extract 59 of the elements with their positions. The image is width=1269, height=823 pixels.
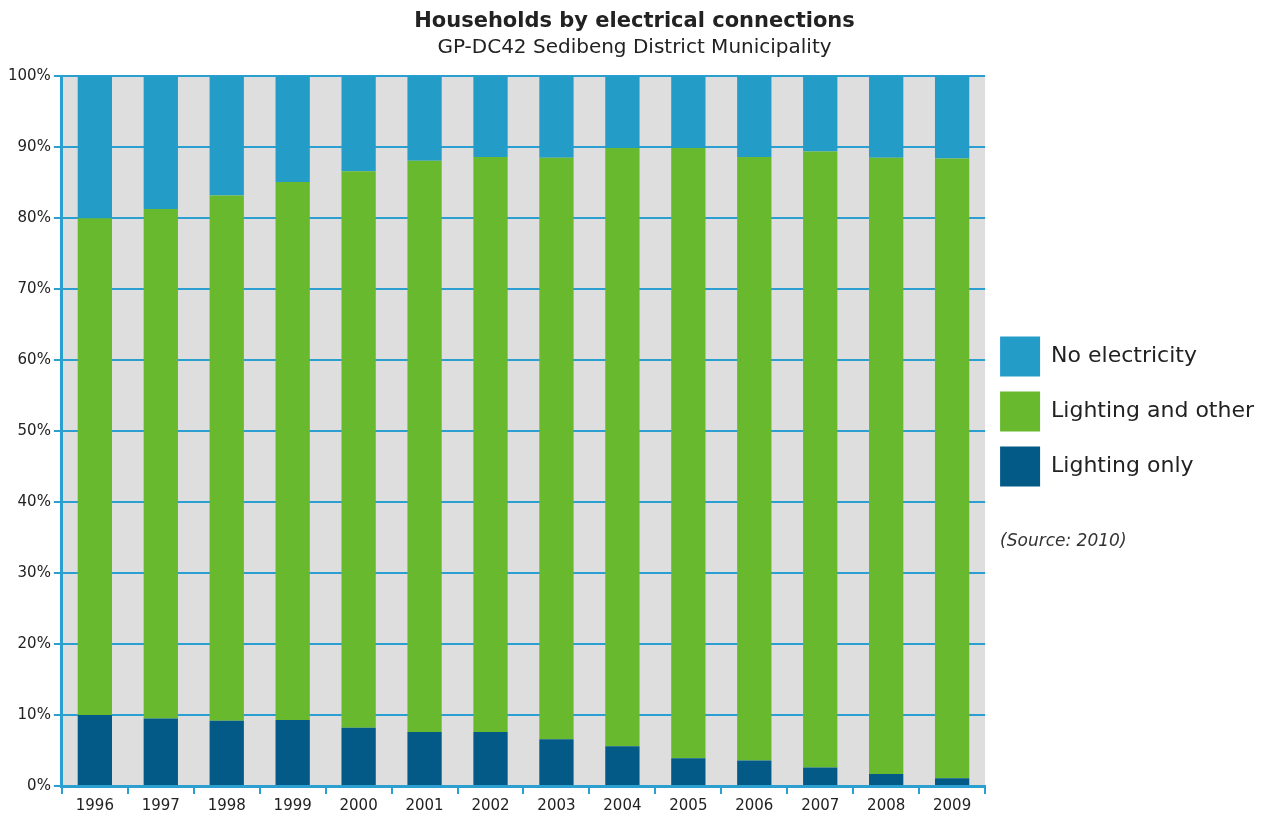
bar [803,767,838,785]
bar [407,160,442,733]
bar [671,147,706,759]
x-tick-label: 1996 [75,795,114,814]
bar [143,208,178,719]
x-tick-label: 1998 [207,795,246,814]
legend-label: No electricity [1051,342,1197,368]
bar [605,746,640,785]
y-tick-label: 0% [27,775,51,794]
legend-label: Lighting and other [1051,397,1255,423]
bar [143,718,178,785]
bar [934,158,970,779]
x-tick-label: 2005 [669,795,708,814]
text: (Source: 2010) [1000,529,1127,550]
chart-title: Households by electrical connections [414,8,855,33]
bar [341,727,376,785]
bar [605,147,640,747]
bar [737,157,772,761]
y-tick-label: 90% [17,137,51,156]
x-tick-label: 2002 [471,795,510,814]
y-tick-label: 10% [17,704,51,723]
bar [275,719,310,785]
y-tick-label: 30% [17,562,51,581]
bar [473,732,508,785]
bar [341,171,376,728]
y-tick-label: 40% [17,491,51,510]
bar [275,181,310,720]
x-tick-label: 2001 [405,795,444,814]
x-tick-label: 1997 [141,795,180,814]
y-tick-label: 100% [7,66,51,85]
x-tick-label: 2003 [537,795,576,814]
x-tick-label: 2008 [867,795,906,814]
y-tick-label: 50% [17,420,51,439]
bar [671,758,706,785]
y-tick-label: 60% [17,350,51,369]
bar [77,715,112,785]
bar [803,151,838,768]
bar [934,778,970,785]
bar [869,157,904,774]
y-tick-label: 80% [17,208,51,227]
legend-label: Lighting only [1051,452,1194,478]
x-tick-label: 2000 [339,795,378,814]
y-tick-label: 70% [17,279,51,298]
x-tick-label: 2004 [603,795,642,814]
bar [539,157,574,740]
bar [473,157,508,733]
bar [869,773,904,785]
chart-subtitle: GP-DC42 Sedibeng District Municipality [437,34,832,59]
bar [209,195,244,721]
x-tick-label: 2006 [735,795,774,814]
x-tick-label: 2009 [933,795,972,814]
x-tick-label: 2007 [801,795,840,814]
x-tick-label: 1999 [273,795,312,814]
bar [209,720,244,785]
bar [737,760,772,785]
bar [407,732,442,785]
bar [77,218,112,716]
bar [539,739,574,785]
y-tick-label: 20% [17,633,51,652]
